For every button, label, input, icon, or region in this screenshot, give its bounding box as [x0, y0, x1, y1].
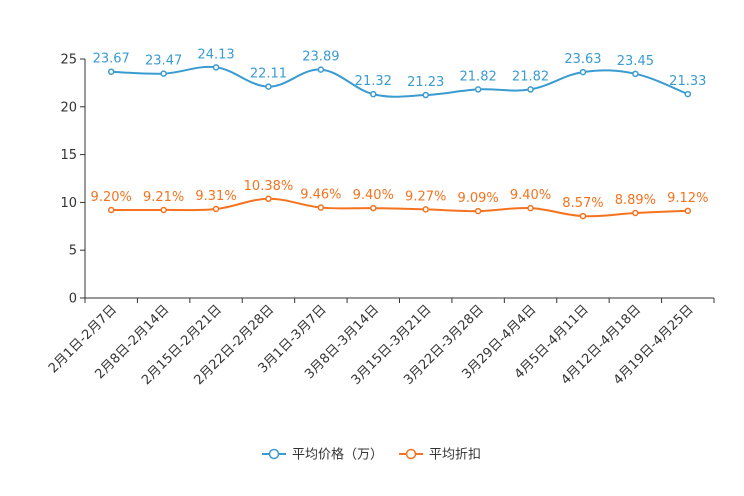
data-label: 23.63 — [564, 52, 601, 67]
data-point[interactable] — [370, 90, 377, 98]
data-point[interactable] — [632, 70, 639, 78]
data-label: 8.57% — [562, 196, 603, 211]
data-label: 24.13 — [197, 47, 234, 62]
data-point[interactable] — [527, 204, 534, 212]
data-label: 9.12% — [667, 191, 708, 206]
data-point[interactable] — [317, 66, 325, 73]
data-label: 23.47 — [145, 54, 182, 69]
data-label: 21.82 — [512, 69, 549, 84]
data-point[interactable] — [579, 68, 587, 76]
data-point[interactable] — [684, 207, 692, 215]
data-point[interactable] — [422, 206, 429, 213]
y-tick-label: 0 — [69, 292, 77, 307]
y-tick-label: 5 — [69, 244, 77, 259]
series-line — [111, 197, 688, 218]
y-tick-label: 25 — [60, 53, 77, 68]
data-point[interactable] — [265, 83, 272, 90]
data-point[interactable] — [527, 86, 534, 93]
data-point[interactable] — [422, 91, 429, 99]
data-label: 8.89% — [615, 193, 656, 208]
data-label: 10.38% — [244, 179, 294, 194]
legend-item-2[interactable]: 平均折扣 — [399, 448, 481, 463]
data-point[interactable] — [317, 204, 325, 211]
data-label: 22.11 — [250, 67, 287, 82]
data-label: 21.32 — [355, 74, 392, 89]
data-label: 9.31% — [195, 189, 236, 204]
data-label: 23.67 — [93, 52, 130, 67]
axes: 05101520252月1日-2月7日2月8日-2月14日2月15日-2月21日… — [46, 53, 715, 388]
data-point[interactable] — [212, 64, 220, 71]
data-label: 9.21% — [143, 190, 184, 205]
legend-item-1[interactable]: 平均价格（万） — [262, 447, 383, 463]
data-point[interactable] — [579, 212, 587, 220]
legend[interactable]: 平均价格（万） 平均折扣 — [262, 447, 481, 463]
legend-marker — [268, 448, 280, 460]
y-tick-label: 10 — [60, 196, 77, 211]
data-label: 23.45 — [617, 54, 654, 69]
data-point[interactable] — [160, 70, 167, 77]
series-2: 9.20% 9.21% 9.31% 10.38% 9.46% 9.40% 9.27% 9.09… — [91, 179, 708, 220]
series-layer: 23.67 23.47 24.13 22.11 23.89 21.32 21.23 21.82… — [91, 47, 708, 220]
data-label: 23.89 — [302, 50, 339, 65]
data-point[interactable] — [370, 204, 377, 212]
data-label: 21.33 — [669, 74, 706, 89]
y-tick-label: 15 — [60, 148, 77, 163]
data-point[interactable] — [107, 206, 115, 214]
data-label: 21.82 — [460, 69, 497, 84]
data-point[interactable] — [160, 206, 167, 214]
series-line — [111, 65, 689, 98]
legend-label: 平均价格（万） — [292, 447, 383, 463]
legend-marker — [405, 448, 417, 460]
data-point[interactable] — [632, 209, 639, 217]
data-label: 9.46% — [300, 188, 341, 203]
y-tick-label: 20 — [60, 100, 77, 115]
data-point[interactable] — [265, 195, 272, 203]
data-label: 9.20% — [91, 190, 132, 205]
data-label: 9.40% — [353, 188, 394, 203]
data-point[interactable] — [474, 207, 482, 215]
data-point[interactable] — [107, 68, 115, 75]
data-label: 21.23 — [407, 75, 444, 90]
data-point[interactable] — [474, 86, 482, 93]
data-point[interactable] — [212, 205, 220, 213]
data-point[interactable] — [684, 90, 692, 98]
data-label: 9.40% — [510, 188, 551, 203]
series-1: 23.67 23.47 24.13 22.11 23.89 21.32 21.23 21.82… — [93, 47, 706, 99]
legend-label: 平均折扣 — [429, 448, 481, 463]
data-label: 9.27% — [405, 189, 446, 204]
data-label: 9.09% — [457, 191, 498, 206]
